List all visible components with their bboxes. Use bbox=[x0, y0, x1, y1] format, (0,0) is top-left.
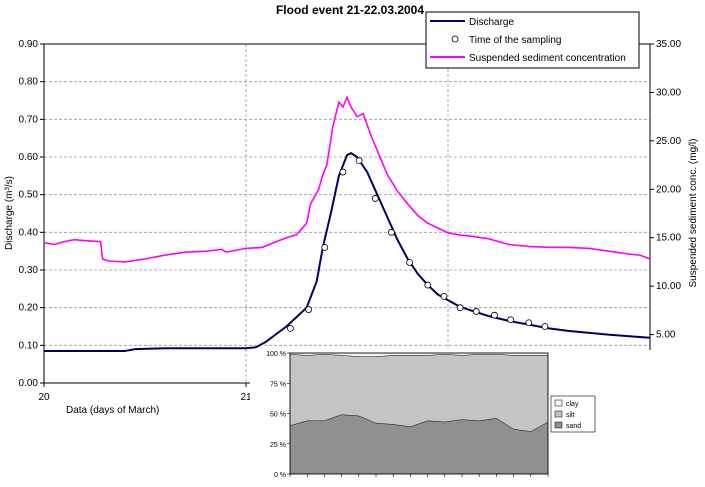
sampling-point bbox=[491, 311, 498, 319]
sampling-point bbox=[305, 306, 313, 313]
discharge-line bbox=[44, 152, 651, 352]
inset-y-tick-label: 50 % bbox=[270, 412, 286, 419]
legend: Discharge Time of the sampling Suspended… bbox=[425, 11, 640, 69]
inset-legend: clay silt sand bbox=[550, 395, 596, 433]
sampling-point bbox=[472, 308, 480, 315]
sampling-point bbox=[321, 243, 329, 251]
left-tick-label: 0.10 bbox=[19, 340, 39, 351]
right-tick-label: 20.00 bbox=[656, 184, 681, 195]
right-tick-label: 15.00 bbox=[656, 233, 681, 244]
left-tick-label: 0.20 bbox=[19, 303, 39, 314]
left-axis-ticks: 0.00 0.10 0.20 0.30 0.40 0.50 0.60 0.70 0.80 0.90 bbox=[19, 39, 44, 389]
series-layer bbox=[43, 95, 651, 352]
inset-y-tick-label: 75 % bbox=[270, 381, 286, 388]
sampling-point bbox=[371, 195, 379, 202]
right-tick-label: 25.00 bbox=[656, 136, 681, 147]
sampling-point bbox=[388, 228, 395, 236]
left-tick-label: 0.30 bbox=[19, 265, 39, 276]
inset-legend-sand-label: sand bbox=[566, 423, 581, 430]
chart-title: Flood event 21-22.03.2004 bbox=[276, 3, 424, 17]
sampling-point bbox=[525, 319, 533, 327]
sampling-point bbox=[440, 292, 448, 300]
left-tick-label: 0.70 bbox=[19, 114, 39, 125]
inset-y-ticks: 0 % 25 % 50 % 75 % 100 % bbox=[266, 351, 290, 479]
sampling-point bbox=[507, 316, 515, 324]
inset-legend-sand-swatch bbox=[554, 421, 563, 429]
left-tick-label: 0.90 bbox=[19, 39, 39, 50]
sampling-point bbox=[541, 323, 549, 330]
sampling-point bbox=[339, 168, 347, 176]
legend-sampling-label: Time of the sampling bbox=[469, 35, 561, 46]
left-tick-label: 0.50 bbox=[19, 190, 39, 201]
inset-legend-clay-swatch bbox=[554, 399, 563, 407]
inset-areas bbox=[289, 352, 549, 475]
legend-sampling-marker bbox=[451, 35, 459, 43]
x-tick-label: 21 bbox=[240, 392, 252, 403]
left-tick-label: 0.40 bbox=[19, 227, 39, 238]
inset-legend-silt-swatch bbox=[554, 410, 563, 418]
legend-sediment-label: Suspended sediment concentration bbox=[469, 53, 626, 64]
sampling-point bbox=[355, 157, 363, 165]
inset-y-tick-label: 25 % bbox=[270, 442, 286, 449]
sediment-concentration-line bbox=[43, 95, 651, 263]
x-axis-label: Data (days of March) bbox=[66, 405, 159, 416]
left-tick-label: 0.00 bbox=[19, 378, 39, 389]
sampling-point bbox=[406, 259, 414, 266]
inset-legend-clay-label: clay bbox=[566, 401, 579, 408]
right-axis-label: Suspended sediment conc. (mg/l) bbox=[688, 139, 699, 288]
right-tick-label: 35.00 bbox=[656, 39, 681, 50]
left-tick-label: 0.80 bbox=[19, 77, 39, 88]
right-tick-label: 30.00 bbox=[656, 87, 681, 98]
legend-discharge-label: Discharge bbox=[469, 17, 514, 28]
sampling-point bbox=[456, 304, 464, 312]
left-tick-label: 0.60 bbox=[19, 152, 39, 163]
grain-size-inset: 0 % 25 % 50 % 75 % 100 % clay silt sand bbox=[250, 350, 705, 487]
inset-y-tick-label: 100 % bbox=[266, 351, 286, 358]
x-tick-label: 20 bbox=[38, 392, 50, 403]
inset-x-ticks bbox=[289, 474, 549, 477]
right-tick-label: 5.00 bbox=[656, 330, 676, 341]
left-axis-label: Discharge (m³/s) bbox=[4, 176, 15, 250]
sampling-point bbox=[287, 324, 294, 332]
right-tick-label: 10.00 bbox=[656, 281, 681, 292]
sampling-point bbox=[424, 281, 432, 289]
inset-y-tick-label: 0 % bbox=[274, 472, 286, 479]
inset-legend-silt-label: silt bbox=[566, 412, 575, 419]
